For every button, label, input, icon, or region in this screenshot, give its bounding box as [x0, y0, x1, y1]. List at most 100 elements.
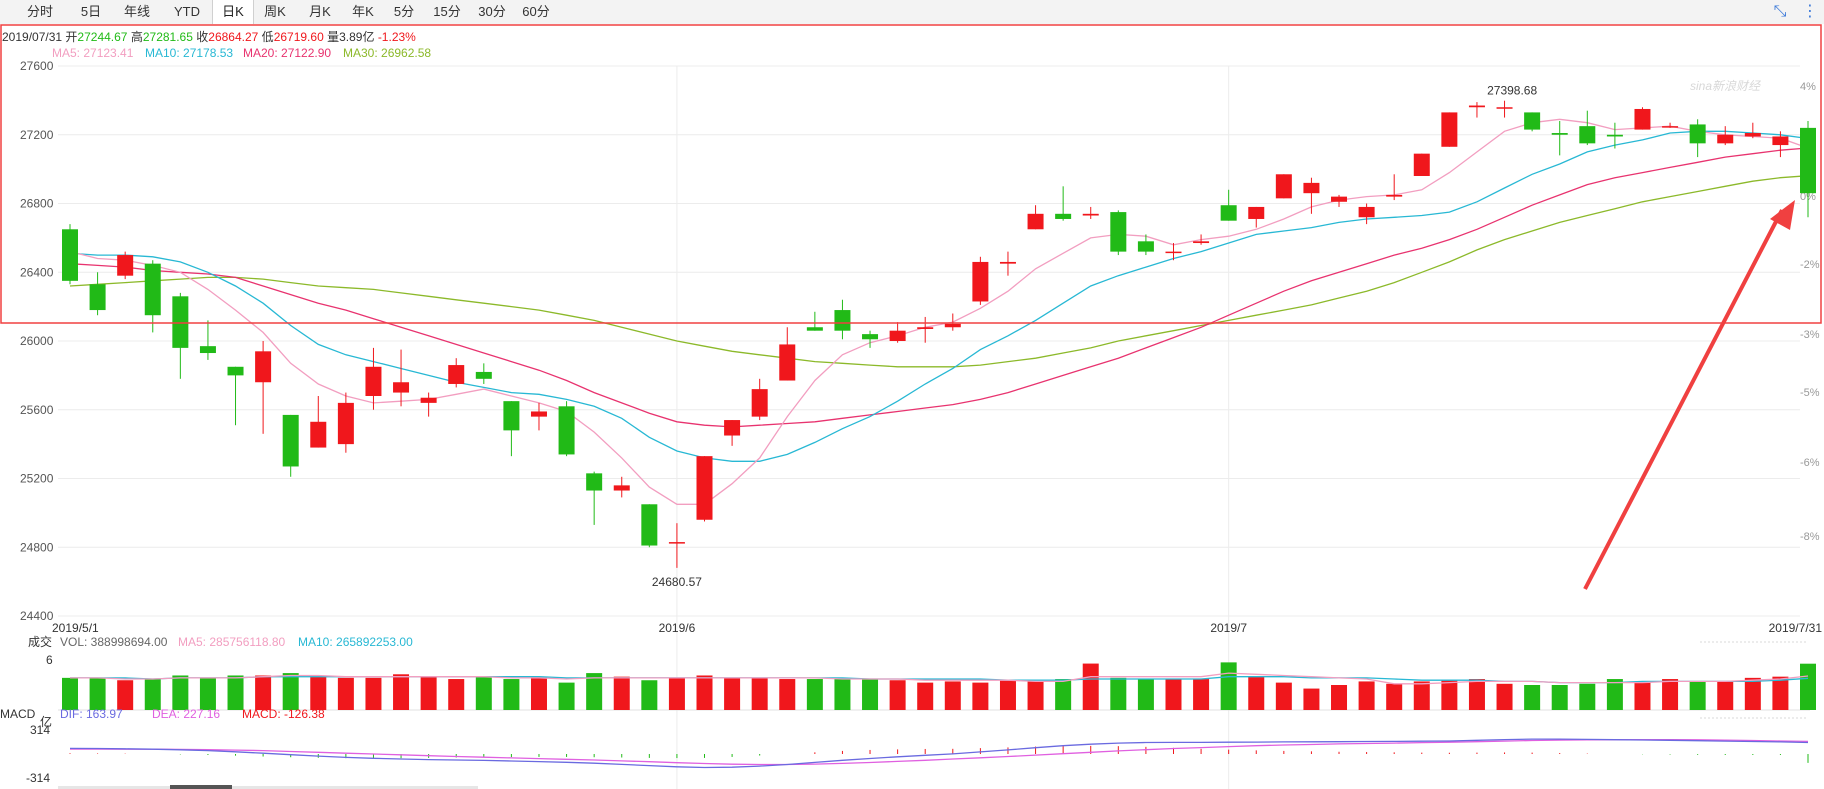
candle-body: [337, 402, 354, 445]
candle-body: [1606, 134, 1623, 137]
volume-bar-8: [282, 673, 299, 710]
price-tick-label: 27200: [20, 128, 54, 142]
volume-bar-12: [393, 674, 410, 710]
volume-bar-10: [337, 677, 354, 710]
candle-body: [1193, 241, 1210, 244]
candle-body: [1082, 213, 1099, 216]
pct-tick-label: -2%: [1800, 259, 1820, 271]
chart-background: [0, 24, 1824, 789]
volume-bar-1: [89, 677, 106, 710]
price-tick-label: 26800: [20, 197, 54, 211]
volume-bar-63: [1800, 663, 1816, 710]
volume-bar-30: [889, 680, 906, 710]
macd-dif-line: [69, 738, 1809, 769]
volume-bar-36: [1055, 679, 1072, 710]
candle-30: [889, 322, 906, 343]
candle-body: [420, 397, 437, 403]
candle-body: [641, 504, 658, 546]
volume-bar-33: [972, 682, 989, 710]
tab-9[interactable]: 15分: [433, 4, 461, 19]
volume-bar-28: [834, 679, 851, 710]
price-tick-label: 25600: [20, 403, 54, 417]
tab-4[interactable]: 日K: [212, 0, 254, 25]
period-tab-bar: 分时 5日 年线 YTD 日K 周K 月K 年K 5分 15分 30分 60分: [0, 0, 1824, 25]
tab-8[interactable]: 5分: [393, 4, 415, 19]
pct-tick-label: -5%: [1800, 387, 1820, 399]
tab-3[interactable]: YTD: [174, 4, 200, 19]
ma10-line: [69, 130, 1809, 462]
candle-body: [1772, 136, 1789, 146]
candle-body: [917, 327, 934, 329]
candle-body: [1689, 124, 1706, 144]
date-tick-label: 2019/6: [659, 621, 696, 635]
candle-body: [144, 263, 161, 316]
candle-body: [1441, 112, 1458, 147]
candle-body: [530, 411, 547, 417]
tab-5[interactable]: 周K: [264, 4, 286, 19]
candle-body: [89, 284, 106, 311]
volume-bar-57: [1634, 681, 1651, 710]
volume-bar-62: [1772, 676, 1789, 710]
candle-body: [365, 366, 382, 396]
ohlc-high_label: 高: [131, 29, 143, 44]
volume-bar-11: [365, 677, 382, 710]
candle-body: [558, 406, 575, 455]
candle-48: [1386, 174, 1403, 201]
more-options-icon[interactable]: ⋮: [1802, 3, 1818, 20]
candle-53: [1524, 112, 1541, 132]
ohlc-close_label: 收: [196, 30, 208, 44]
tab-7[interactable]: 年K: [352, 4, 374, 19]
collapse-icon[interactable]: ⤡: [1773, 3, 1787, 20]
scroller-track: [58, 786, 478, 789]
candle-56: [1606, 122, 1623, 149]
tab-2[interactable]: 年线: [123, 4, 150, 19]
volume-bar-0: [62, 677, 78, 710]
candle-8: [282, 414, 299, 477]
scroller-thumb: [170, 785, 232, 789]
volume-bar-23: [696, 675, 713, 710]
candle-body: [944, 323, 961, 328]
volume-bar-52: [1496, 683, 1513, 710]
volume-top-tick: 6: [46, 653, 53, 667]
candle-42: [1220, 189, 1237, 221]
volume-bar-7: [255, 675, 272, 710]
tab-6[interactable]: 月K: [309, 4, 331, 19]
candle-43: [1248, 206, 1265, 228]
tab-0[interactable]: 分时: [26, 4, 53, 19]
tab-11[interactable]: 60分: [522, 4, 550, 19]
candle-18: [558, 401, 575, 457]
volume-bar-2: [117, 680, 134, 710]
candle-body: [503, 401, 520, 431]
ohlc-low: 26719.60: [274, 30, 324, 44]
ma-legend-0: MA5: 27123.41: [52, 46, 134, 60]
pct-tick-label: -6%: [1800, 457, 1820, 469]
price-tick-label: 26000: [20, 334, 54, 348]
candle-body: [668, 542, 685, 544]
volume-bar-51: [1468, 679, 1485, 710]
candle-24: [724, 420, 741, 446]
candle-body: [62, 229, 78, 281]
tab-1[interactable]: 5日: [80, 4, 102, 19]
candle-3: [144, 260, 161, 333]
tab-10[interactable]: 30分: [478, 4, 506, 19]
candle-body: [1165, 251, 1182, 254]
volume-bar-58: [1662, 679, 1679, 710]
volume-bar-3: [144, 679, 161, 710]
candle-11: [365, 347, 382, 410]
candle-body: [310, 421, 327, 448]
volume-bar-37: [1082, 663, 1099, 710]
candle-63: [1800, 121, 1816, 218]
volume-bar-47: [1358, 681, 1375, 710]
candle-31: [917, 316, 934, 343]
candle-61: [1744, 122, 1761, 139]
volume-bar-42: [1220, 662, 1237, 710]
candle-body: [1662, 126, 1679, 128]
candle-5: [199, 320, 216, 360]
candle-19: [586, 471, 603, 525]
candle-body: [751, 389, 768, 417]
candle-20: [613, 476, 630, 498]
candle-37: [1082, 206, 1099, 219]
macd-top-tick: 314: [30, 723, 50, 737]
candle-body: [1358, 206, 1375, 218]
candle-14: [448, 358, 465, 388]
